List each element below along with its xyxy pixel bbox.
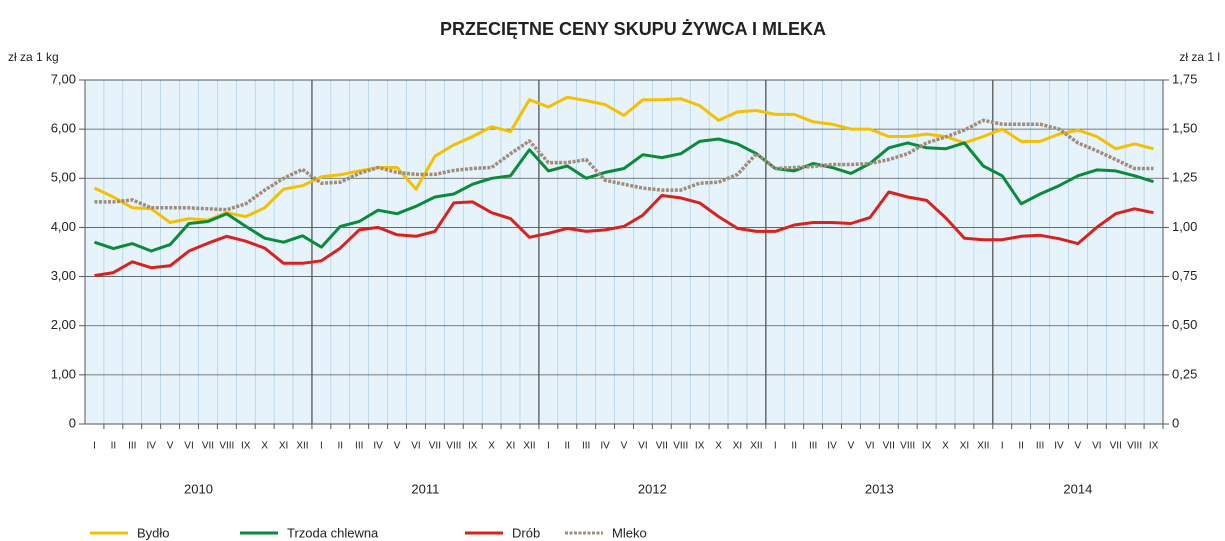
x-tick-label: I [1001, 441, 1004, 452]
x-tick-label: VI [411, 441, 420, 452]
x-tick-label: V [848, 441, 855, 452]
x-tick-label: III [128, 441, 136, 452]
x-tick-label: IV [373, 441, 383, 452]
x-tick-label: I [774, 441, 777, 452]
y-tick-label: 3,00 [51, 268, 76, 283]
x-tick-label: II [338, 441, 344, 452]
series-line [94, 137, 1154, 253]
x-tick-label: XII [523, 441, 535, 452]
x-tick-label: III [1036, 441, 1044, 452]
legend-label: Mleko [612, 525, 647, 540]
y2-tick-label: 1,25 [1172, 170, 1197, 185]
x-tick-label: II [564, 441, 570, 452]
y2-tick-label: 0,75 [1172, 268, 1197, 283]
x-tick-label: IX [1149, 441, 1159, 452]
x-tick-label: VII [1110, 441, 1122, 452]
x-tick-label: X [942, 441, 949, 452]
x-tick-label: II [1018, 441, 1024, 452]
x-tick-label: IX [695, 441, 705, 452]
x-tick-label: III [809, 441, 817, 452]
y-axis-label: zł za 1 kg [8, 50, 59, 64]
x-tick-label: V [1075, 441, 1082, 452]
y-tick-label: 4,00 [51, 219, 76, 234]
x-tick-label: XI [960, 441, 969, 452]
legend-label: Drób [512, 525, 540, 540]
year-label: 2013 [865, 481, 894, 496]
y-tick-label: 0 [69, 415, 76, 430]
y2-tick-label: 0 [1172, 415, 1179, 430]
x-tick-label: V [621, 441, 628, 452]
x-tick-label: VII [656, 441, 668, 452]
x-tick-label: IV [827, 441, 837, 452]
y2-tick-label: 0,25 [1172, 366, 1197, 381]
y-tick-label: 2,00 [51, 317, 76, 332]
year-label: 2010 [184, 481, 213, 496]
series-line [94, 190, 1154, 278]
x-tick-label: IX [241, 441, 251, 452]
x-tick-label: I [93, 441, 96, 452]
y-tick-label: 7,00 [51, 71, 76, 86]
x-tick-label: VII [202, 441, 214, 452]
legend-label: Bydło [137, 525, 170, 540]
x-tick-label: IV [146, 441, 156, 452]
plot-background [85, 80, 1163, 424]
x-tick-label: XI [279, 441, 288, 452]
y-tick-label: 1,00 [51, 366, 76, 381]
x-tick-label: XII [296, 441, 308, 452]
y-tick-label: 5,00 [51, 170, 76, 185]
y2-tick-label: 0,50 [1172, 317, 1197, 332]
x-tick-label: VIII [673, 441, 688, 452]
x-tick-label: IV [600, 441, 610, 452]
x-tick-label: VI [1092, 441, 1101, 452]
x-tick-label: III [582, 441, 590, 452]
x-tick-label: I [320, 441, 323, 452]
x-tick-label: IX [922, 441, 932, 452]
x-tick-label: VIII [219, 441, 234, 452]
y2-tick-label: 1,50 [1172, 121, 1197, 136]
x-tick-label: VI [638, 441, 647, 452]
x-tick-label: IV [1054, 441, 1064, 452]
x-tick-label: XI [506, 441, 515, 452]
x-tick-label: XII [977, 441, 989, 452]
x-tick-label: VIII [900, 441, 915, 452]
x-tick-label: II [791, 441, 797, 452]
y2-axis-label: zł za 1 l [1179, 50, 1220, 64]
chart-title: PRZECIĘTNE CENY SKUPU ŻYWCA I MLEKA [440, 19, 826, 39]
series-line [93, 95, 1154, 224]
y2-tick-label: 1,75 [1172, 71, 1197, 86]
y-tick-label: 6,00 [51, 121, 76, 136]
year-label: 2014 [1063, 481, 1092, 496]
x-tick-label: VII [429, 441, 441, 452]
legend-label: Trzoda chlewna [287, 525, 379, 540]
x-tick-label: VI [184, 441, 193, 452]
x-tick-label: XI [733, 441, 742, 452]
plot-frame [84, 79, 1164, 425]
x-tick-label: V [167, 441, 174, 452]
year-label: 2012 [638, 481, 667, 496]
x-tick-label: VII [883, 441, 895, 452]
x-tick-label: X [488, 441, 495, 452]
x-tick-label: X [715, 441, 722, 452]
x-tick-label: IX [468, 441, 478, 452]
x-tick-label: X [261, 441, 268, 452]
y2-tick-label: 1,00 [1172, 219, 1197, 234]
x-tick-label: VIII [446, 441, 461, 452]
x-tick-label: II [111, 441, 117, 452]
x-tick-label: VI [865, 441, 874, 452]
year-label: 2011 [411, 481, 439, 496]
x-tick-label: VIII [1127, 441, 1142, 452]
x-tick-label: III [355, 441, 363, 452]
x-tick-label: XII [750, 441, 762, 452]
series-line [94, 118, 1154, 212]
x-tick-label: V [394, 441, 401, 452]
x-tick-label: I [547, 441, 550, 452]
